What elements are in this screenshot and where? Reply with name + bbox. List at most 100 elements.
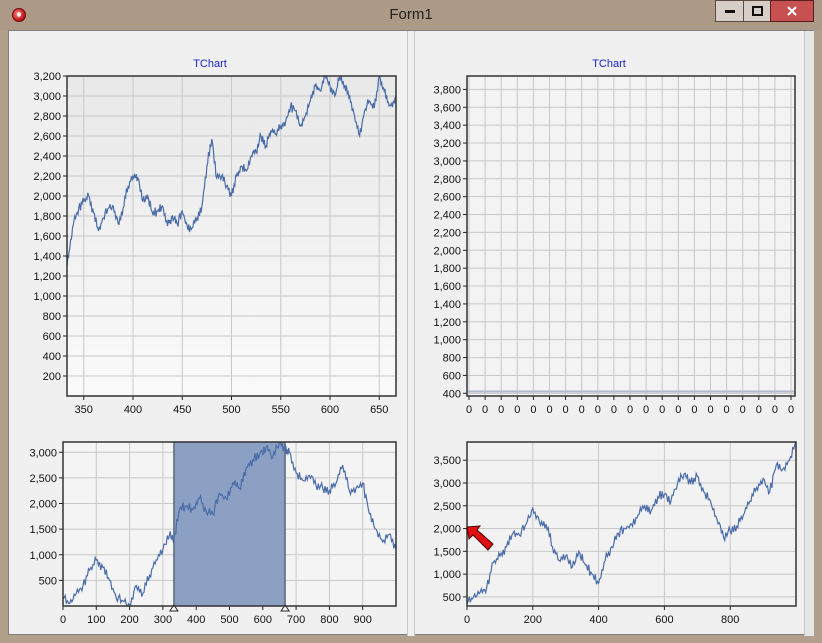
top-right-empty-x-tick-label: 0 <box>740 404 746 416</box>
top-right-empty-y-tick-label: 3,200 <box>433 138 461 150</box>
top-left-detail-y-tick-label: 2,200 <box>33 171 61 183</box>
top-left-detail-y-tick-label: 1,000 <box>33 291 61 303</box>
top-right-empty-x-tick-label: 0 <box>466 404 472 416</box>
top-left-detail-series-line <box>67 76 396 267</box>
window-title: Form1 <box>389 6 433 23</box>
top-right-empty-y-tick-label: 1,400 <box>433 299 461 311</box>
top-right-empty-x-tick-label: 0 <box>595 404 601 416</box>
top-right-empty-y-tick-label: 1,200 <box>433 317 461 329</box>
top-left-detail-y-tick-label: 3,200 <box>33 71 61 83</box>
top-right-empty-x-tick-label: 0 <box>530 404 536 416</box>
bottom-right-x-tick-label: 0 <box>464 614 470 626</box>
top-right-empty-y-tick-label: 2,200 <box>433 227 461 239</box>
bottom-left-overview-x-tick-label: 200 <box>120 614 138 626</box>
top-left-detail-y-tick-label: 2,800 <box>33 111 61 123</box>
top-right-empty-y-tick-label: 3,400 <box>433 120 461 132</box>
title-bar: Form1 <box>0 0 822 30</box>
vertical-splitter[interactable] <box>407 31 415 636</box>
close-icon <box>787 6 797 16</box>
bottom-left-overview-y-tick-label: 1,500 <box>29 524 57 536</box>
close-button[interactable] <box>770 0 814 22</box>
bottom-left-overview-x-tick-label: 500 <box>220 614 238 626</box>
top-right-empty-x-tick-label: 0 <box>675 404 681 416</box>
bottom-right-y-tick-label: 500 <box>443 592 461 604</box>
top-left-detail-y-tick-label: 3,000 <box>33 91 61 103</box>
top-right-empty-x-tick-label: 0 <box>514 404 520 416</box>
top-right-empty-x-tick-label: 0 <box>643 404 649 416</box>
bottom-right-y-tick-label: 3,500 <box>433 455 461 467</box>
top-right-empty-x-tick-label: 0 <box>788 404 794 416</box>
bottom-left-overview-x-tick-label: 700 <box>287 614 305 626</box>
bottom-left-overview-y-tick-label: 2,500 <box>29 473 57 485</box>
app-icon[interactable] <box>12 8 26 22</box>
top-right-empty-x-tick-label: 0 <box>498 404 504 416</box>
top-left-detail-y-tick-label: 2,000 <box>33 191 61 203</box>
bottom-right-x-tick-label: 600 <box>655 614 673 626</box>
top-left-detail-frame <box>66 75 397 397</box>
top-right-empty-y-tick-label: 1,600 <box>433 281 461 293</box>
top-right-empty-x-tick-label: 0 <box>691 404 697 416</box>
bottom-left-overview-y-tick-label: 1,000 <box>29 550 57 562</box>
top-right-empty-plot-area <box>467 76 795 396</box>
top-right-empty-y-tick-label: 600 <box>443 370 461 382</box>
top-right-empty-x-tick-label: 0 <box>772 404 778 416</box>
bottom-right-y-tick-label: 1,500 <box>433 546 461 558</box>
bottom-left-overview-x-tick-label: 100 <box>87 614 105 626</box>
top-left-detail-x-tick-label: 350 <box>75 404 93 416</box>
top-right-empty-y-tick-label: 2,600 <box>433 192 461 204</box>
bottom-left-overview-frame <box>62 441 397 607</box>
top-right-empty-x-tick-label: 0 <box>579 404 585 416</box>
top-right-empty-y-tick-label: 1,000 <box>433 335 461 347</box>
top-left-detail-x-tick-label: 450 <box>173 404 191 416</box>
bottom-right-y-tick-label: 2,500 <box>433 501 461 513</box>
chart-title-top-right: TChart <box>592 58 626 70</box>
top-left-detail-x-tick-label: 650 <box>370 404 388 416</box>
bottom-left-overview-x-tick-label: 400 <box>187 614 205 626</box>
bottom-left-overview-y-tick-label: 2,000 <box>29 499 57 511</box>
selection-handle-icon <box>280 604 291 612</box>
top-right-empty-y-tick-label: 2,400 <box>433 210 461 222</box>
top-right-empty-y-tick-label: 800 <box>443 353 461 365</box>
top-right-empty-x-tick-label: 0 <box>756 404 762 416</box>
top-right-empty-x-tick-label: 0 <box>659 404 665 416</box>
top-right-empty-x-tick-label: 0 <box>611 404 617 416</box>
top-left-detail-y-tick-label: 1,200 <box>33 271 61 283</box>
right-panel-edge <box>804 31 814 636</box>
top-right-empty-y-tick-label: 2,000 <box>433 245 461 257</box>
top-left-detail-x-tick-label: 550 <box>272 404 290 416</box>
bottom-right-frame <box>466 441 797 607</box>
top-right-empty-x-tick-label: 0 <box>724 404 730 416</box>
bottom-right-x-tick-label: 200 <box>524 614 542 626</box>
top-right-empty-y-tick-label: 3,800 <box>433 84 461 96</box>
bottom-right-y-tick-label: 1,000 <box>433 569 461 581</box>
top-left-detail-y-tick-label: 200 <box>43 371 61 383</box>
bottom-left-overview-x-tick-label: 900 <box>354 614 372 626</box>
top-right-empty-y-tick-label: 1,800 <box>433 263 461 275</box>
top-left-detail-x-tick-label: 400 <box>124 404 142 416</box>
top-right-empty-y-tick-label: 3,000 <box>433 156 461 168</box>
minimize-icon <box>724 9 735 13</box>
bottom-left-overview-x-tick-label: 300 <box>154 614 172 626</box>
top-right-empty-x-tick-label: 0 <box>563 404 569 416</box>
top-right-empty-x-tick-label: 0 <box>707 404 713 416</box>
maximize-icon <box>751 6 763 16</box>
top-left-detail-x-tick-label: 600 <box>321 404 339 416</box>
top-left-detail-y-tick-label: 600 <box>43 331 61 343</box>
top-left-detail-y-tick-label: 2,400 <box>33 151 61 163</box>
bottom-right-x-tick-label: 800 <box>721 614 739 626</box>
bottom-right-y-tick-label: 2,000 <box>433 524 461 536</box>
bottom-left-overview-y-tick-label: 500 <box>39 575 57 587</box>
top-left-detail-y-tick-label: 1,400 <box>33 251 61 263</box>
selection-handle-icon <box>168 604 179 612</box>
bottom-right-x-tick-label: 400 <box>589 614 607 626</box>
top-left-detail-y-tick-label: 400 <box>43 351 61 363</box>
top-right-empty-y-tick-label: 2,800 <box>433 174 461 186</box>
bottom-right-y-tick-label: 3,000 <box>433 478 461 490</box>
top-right-empty-x-tick-label: 0 <box>546 404 552 416</box>
bottom-left-overview-series-line <box>63 442 396 606</box>
top-left-detail-y-tick-label: 2,600 <box>33 131 61 143</box>
